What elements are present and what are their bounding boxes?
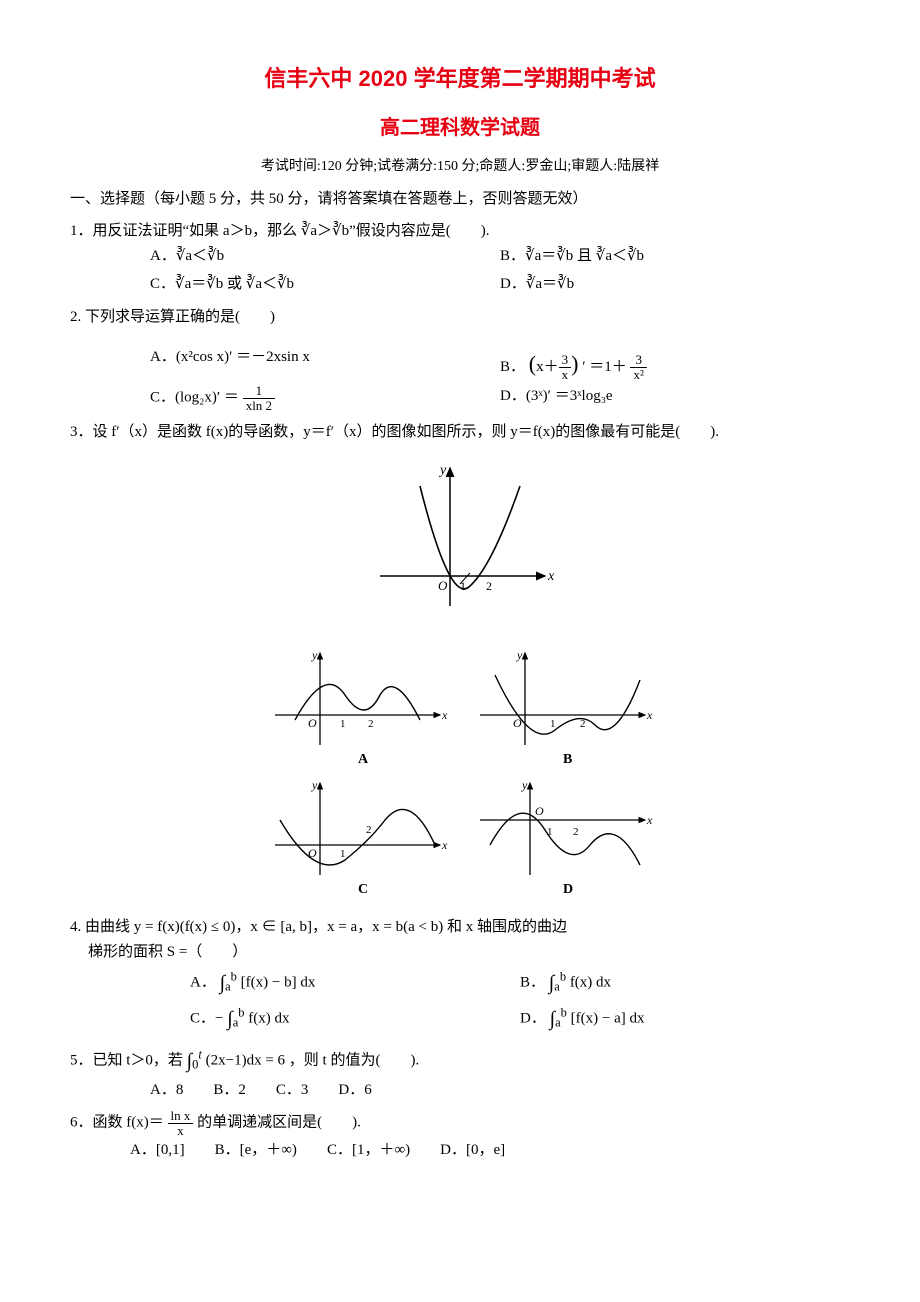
question-6: 6．函数 f(x)＝ ln xx 的单调递减区间是( ). A．[0,1] B．… — [70, 1109, 850, 1163]
svg-text:1: 1 — [550, 718, 556, 730]
q1-option-a: A．∛a＜∛b — [150, 244, 500, 270]
svg-text:x: x — [441, 838, 448, 852]
svg-text:y: y — [311, 778, 318, 792]
q3-stem: 3．设 f′（x）是函数 f(x)的导函数，y＝f′（x）的图像如图所示，则 y… — [70, 420, 850, 446]
page-title: 信丰六中 2020 学年度第二学期期中考试 — [70, 60, 850, 97]
svg-text:x: x — [646, 708, 653, 722]
q3-main-figure: y x O 1 2 — [70, 456, 850, 626]
question-2: 2. 下列求导运算正确的是( ) A．(x²cos x)′ ＝－2xsin x … — [70, 305, 850, 414]
q4-stem-2: 梯形的面积 S =（ ） — [88, 940, 850, 966]
section-note: 一、选择题（每小题 5 分，共 50 分，请将答案填在答题卷上，否则答题无效） — [70, 187, 850, 213]
q2-option-b: B． (x＋3x) ′ ＝1＋ 3x² — [500, 345, 850, 382]
q4-option-b: B． ∫ab f(x) dx — [520, 966, 850, 1000]
fraction-lnx-over-x: ln xx — [168, 1109, 194, 1137]
q5-stem: 5．已知 t＞0，若 ∫0t (2x−1)dx = 6 ，则 t 的值为( ). — [70, 1044, 850, 1078]
q1-option-d: D．∛a＝∛b — [500, 272, 850, 298]
q5-option-d: D．6 — [338, 1078, 371, 1104]
svg-text:D: D — [563, 882, 573, 895]
q1-stem: 1．用反证法证明“如果 a＞b，那么 ∛a＞∛b”假设内容应是( ). — [70, 219, 850, 245]
q1-option-b: B．∛a＝∛b 且 ∛a＜∛b — [500, 244, 850, 270]
svg-text:2: 2 — [573, 826, 579, 838]
q1-option-c: C．∛a＝∛b 或 ∛a＜∛b — [150, 272, 500, 298]
q6-stem: 6．函数 f(x)＝ ln xx 的单调递减区间是( ). — [70, 1109, 850, 1137]
svg-text:O: O — [308, 846, 317, 860]
q6-option-b: B．[e，＋∞) — [215, 1138, 297, 1164]
derivative-graph: y x O 1 2 — [360, 456, 560, 616]
svg-text:O: O — [535, 804, 544, 818]
q2-option-a: A．(x²cos x)′ ＝－2xsin x — [150, 345, 500, 382]
q6-option-a: A．[0,1] — [130, 1138, 185, 1164]
q4-option-d: D． ∫ab [f(x) − a] dx — [520, 1002, 850, 1036]
svg-text:1: 1 — [340, 718, 346, 730]
svg-text:x: x — [646, 813, 653, 827]
svg-text:B: B — [563, 752, 572, 767]
option-graphs: O y x 1 2 A O y x 1 2 B O y x 1 2 C O y … — [250, 635, 670, 895]
svg-text:O: O — [308, 716, 317, 730]
q5-option-a: A．8 — [150, 1078, 183, 1104]
svg-text:O: O — [438, 578, 448, 593]
q4-stem-1: 4. 由曲线 y = f(x)(f(x) ≤ 0)，x ∈ [a, b]，x =… — [70, 915, 850, 941]
q2-stem: 2. 下列求导运算正确的是( ) — [70, 305, 850, 331]
question-4: 4. 由曲线 y = f(x)(f(x) ≤ 0)，x ∈ [a, b]，x =… — [70, 915, 850, 1038]
question-3: 3．设 f′（x）是函数 f(x)的导函数，y＝f′（x）的图像如图所示，则 y… — [70, 420, 850, 446]
svg-text:2: 2 — [580, 718, 586, 730]
q5-option-c: C．3 — [276, 1078, 309, 1104]
svg-text:y: y — [521, 778, 528, 792]
q4-option-a: A． ∫ab [f(x) − b] dx — [190, 966, 520, 1000]
svg-text:y: y — [438, 463, 447, 478]
fraction-3-over-x: 3x — [559, 353, 572, 381]
svg-text:x: x — [441, 708, 448, 722]
svg-text:1: 1 — [340, 848, 346, 860]
svg-text:x: x — [547, 569, 555, 584]
fraction-3-over-x2: 3x² — [630, 353, 646, 381]
svg-text:C: C — [358, 882, 368, 895]
svg-text:y: y — [516, 648, 523, 662]
question-5: 5．已知 t＞0，若 ∫0t (2x−1)dx = 6 ，则 t 的值为( ).… — [70, 1044, 850, 1104]
svg-text:2: 2 — [368, 718, 374, 730]
q4-option-c: C．− ∫ab f(x) dx — [190, 1002, 520, 1036]
q5-option-b: B．2 — [213, 1078, 246, 1104]
fraction-1-over-xln2: 1xln 2 — [243, 384, 275, 412]
svg-text:2: 2 — [486, 579, 492, 593]
q3-option-panels: O y x 1 2 A O y x 1 2 B O y x 1 2 C O y … — [70, 635, 850, 905]
svg-text:A: A — [358, 752, 369, 767]
exam-info: 考试时间:120 分钟;试卷满分:150 分;命题人:罗金山;审题人:陆展祥 — [70, 155, 850, 179]
question-1: 1．用反证法证明“如果 a＞b，那么 ∛a＞∛b”假设内容应是( ). A．∛a… — [70, 219, 850, 300]
svg-text:2: 2 — [366, 824, 372, 836]
svg-text:y: y — [311, 648, 318, 662]
q2-option-c: C．(log₂x)′ ＝ 1xln 2 — [150, 384, 500, 412]
q6-option-d: D．[0，e] — [440, 1138, 505, 1164]
q2-option-d: D．(3ˣ)′ ＝3ˣlog₃e — [500, 384, 850, 412]
q6-option-c: C．[1，＋∞) — [327, 1138, 410, 1164]
page-subtitle: 高二理科数学试题 — [70, 111, 850, 145]
